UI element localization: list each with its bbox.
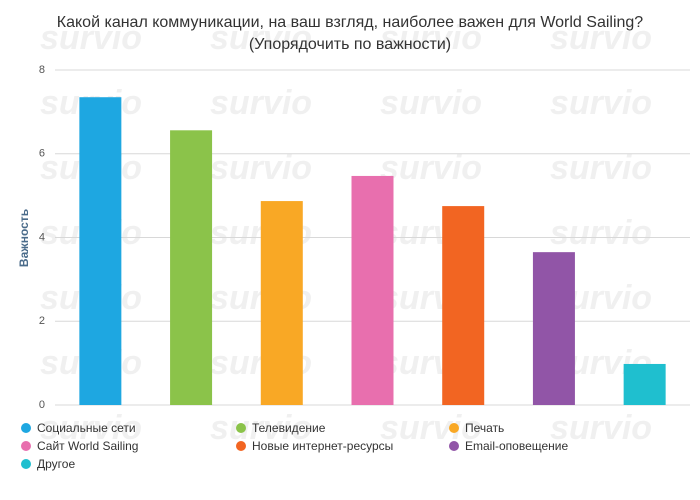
chart-subtitle: (Упорядочить по важности) (249, 36, 451, 53)
y-tick-label: 4 (39, 231, 45, 243)
legend-label: Другое (37, 457, 75, 471)
watermark: survio (210, 409, 312, 447)
watermark: survio (40, 19, 142, 57)
legend-label: Новые интернет-ресурсы (252, 439, 393, 453)
legend-marker (21, 459, 31, 469)
bar (170, 130, 213, 406)
watermark: survio (210, 149, 312, 187)
legend-label: Социальные сети (37, 421, 136, 435)
watermark: survio (380, 84, 482, 122)
watermark: survio (380, 409, 482, 447)
watermark: survio (550, 19, 652, 57)
y-tick-label: 8 (39, 64, 45, 76)
legend-marker (449, 423, 459, 433)
legend-marker (21, 441, 31, 451)
bar (351, 175, 394, 405)
watermark: survio (380, 149, 482, 187)
watermark: survio (550, 149, 652, 187)
legend-marker (449, 441, 459, 451)
bar (260, 201, 303, 405)
bar (79, 97, 122, 405)
watermark: survio (210, 84, 312, 122)
y-tick-label: 0 (39, 399, 45, 411)
y-axis-label: Важность (17, 209, 31, 267)
y-tick-label: 6 (39, 148, 45, 160)
bar (532, 252, 575, 405)
legend-label: Телевидение (252, 421, 326, 435)
legend-marker (21, 423, 31, 433)
legend-label: Печать (465, 421, 504, 435)
watermark: survio (550, 84, 652, 122)
legend-marker (236, 423, 246, 433)
watermark: survio (550, 214, 652, 252)
bar (442, 206, 485, 405)
legend-label: Email-оповещение (465, 439, 569, 453)
legend-marker (236, 441, 246, 451)
watermark: survio (550, 409, 652, 447)
legend-label: Сайт World Sailing (37, 439, 138, 453)
bar (623, 363, 666, 405)
watermark: survio (210, 19, 312, 57)
watermark: survio (40, 409, 142, 447)
chart-title: Какой канал коммуникации, на ваш взгляд,… (57, 14, 644, 31)
watermark: survio (380, 19, 482, 57)
y-tick-label: 2 (39, 315, 45, 327)
